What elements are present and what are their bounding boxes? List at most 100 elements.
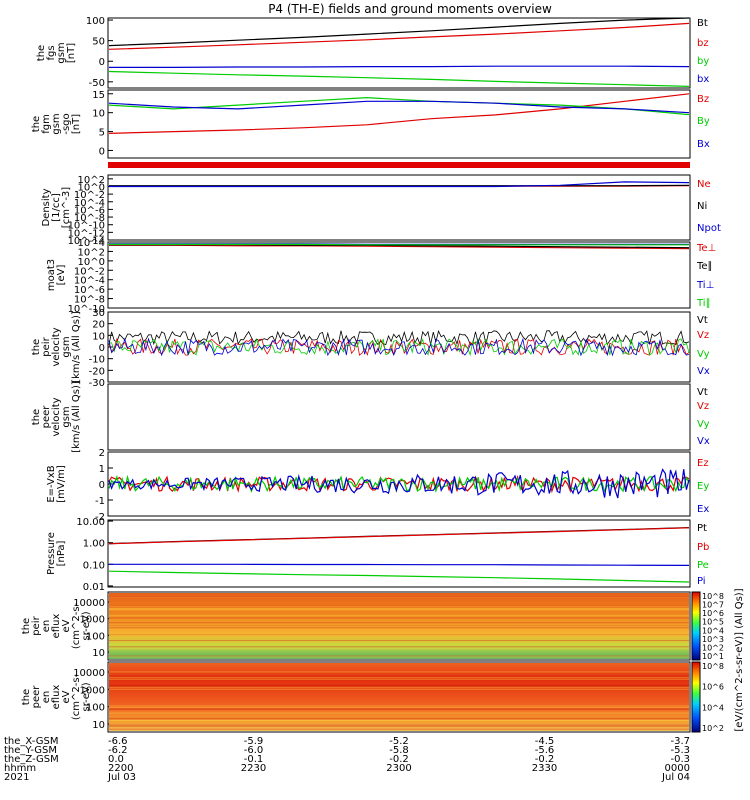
series-line-by xyxy=(108,70,690,87)
series-line-Pi xyxy=(109,563,690,566)
ylabel-line: [nPa] xyxy=(56,540,67,566)
ytick-label: 0 xyxy=(99,480,105,491)
ylabel-line: the xyxy=(31,116,42,132)
legend-Pb: Pb xyxy=(697,542,709,553)
series-line-Pe xyxy=(108,570,690,583)
colorbar-tick: 10^7 xyxy=(702,601,724,610)
ytick-label: 30 xyxy=(92,308,105,319)
panel-efield: E=-VxB[mV/m] 2 1 0 -1 -2 Ez Ey Ex xyxy=(46,448,709,523)
ylabel-line: [nT] xyxy=(71,114,82,134)
panel-frame xyxy=(107,519,691,588)
heatmap-band xyxy=(109,678,689,680)
ytick-label: 5 xyxy=(99,128,105,139)
ytick-label: 10 xyxy=(92,331,105,342)
series-line-Vt xyxy=(108,329,690,347)
series-line-By xyxy=(108,96,690,116)
panel-peer-eflux: thepeerenefluxeV(cm^2-s-sr-eV)1000010001… xyxy=(21,661,724,733)
ytick-label: -30 xyxy=(89,378,105,389)
ytick-label: 10^-6 xyxy=(74,285,105,296)
ytick-label: 0.01 xyxy=(83,582,105,593)
colorbar-tick: 10^6 xyxy=(702,683,724,692)
panel-frame xyxy=(107,661,691,733)
legend-bz: bz xyxy=(697,38,709,49)
ytick-label: -1 xyxy=(95,496,105,507)
heatmap-band xyxy=(109,648,689,650)
colorbar-tick: 10^3 xyxy=(702,635,724,644)
ytick-label: 100 xyxy=(86,16,105,27)
xaxis-row-label: the_Y-GSM xyxy=(4,745,57,756)
panel-ylabel: thepeerenefluxeV(cm^2-s-sr-eV) xyxy=(21,673,92,720)
heatmap-band xyxy=(109,639,689,642)
ytick-label: 0 xyxy=(99,146,105,157)
ytick-label: 10^-12 xyxy=(68,228,105,239)
ytick-label: 100 xyxy=(86,703,105,714)
ytick-label: 10^0 xyxy=(78,257,105,268)
xaxis-value: 2300 xyxy=(386,763,411,774)
xaxis-value: 0.0 xyxy=(108,754,124,765)
ylabel-line: (cm^2-s- xyxy=(71,602,82,649)
series-line-Npot xyxy=(109,181,690,188)
legend-Te∥: Te∥ xyxy=(696,261,713,272)
panel-frame xyxy=(107,591,691,661)
heatmap-band xyxy=(109,687,689,689)
panel-frame xyxy=(107,174,691,241)
ylabel-line: [mV/m] xyxy=(56,465,67,503)
ylabel-line: peer xyxy=(31,685,42,709)
xaxis-value: 2230 xyxy=(241,763,266,774)
colorbar-label: [eV/(cm^2-s-sr-eV)] (All Qs)] xyxy=(734,588,745,731)
xaxis-row-label: the_Z-GSM xyxy=(4,754,59,765)
ylabel-line: peir xyxy=(31,615,42,635)
heatmap-band xyxy=(109,655,689,657)
ylabel-line: the xyxy=(21,689,32,705)
heatmap-band xyxy=(109,617,689,619)
ytick-label: 20 xyxy=(92,320,105,331)
ylabel-line: sr-eV) xyxy=(81,611,92,640)
ylabel-line: gsm xyxy=(56,42,67,63)
ylabel-line: [eV] xyxy=(56,265,67,286)
colorbar-tick: 10^8 xyxy=(702,592,724,601)
ytick-label: 10 xyxy=(92,648,105,659)
panel-ylabel: Density[1/cc][cm^-3] xyxy=(41,187,72,228)
ylabel-line: fgm xyxy=(41,114,52,134)
ytick-label: 10^0 xyxy=(78,182,105,193)
ytick-label: 10^4 xyxy=(78,238,105,249)
series-line-Vy xyxy=(108,338,690,357)
ytick-label: 10^-6 xyxy=(74,205,105,216)
legend-Vt: Vt xyxy=(697,315,708,326)
heatmap-band xyxy=(109,596,689,598)
legend-Npot: Npot xyxy=(697,223,721,234)
heatmap-band xyxy=(109,716,689,718)
ylabel-line: [km/s (All Qs)] xyxy=(71,381,82,453)
heatmap-band xyxy=(109,718,689,720)
colorbar-tick: 10^4 xyxy=(702,626,724,635)
ytick-label: 10^-2 xyxy=(74,266,105,277)
xaxis-value: -6.2 xyxy=(108,745,128,756)
ylabel-line: -sgo xyxy=(61,113,72,134)
legend-Pi: Pi xyxy=(697,576,706,587)
heatmap-band xyxy=(109,655,689,657)
colorbar-tick: 10^5 xyxy=(702,618,724,627)
heatmap-band xyxy=(109,688,689,691)
xaxis-value: -6.6 xyxy=(108,736,128,747)
xaxis-value: -5.2 xyxy=(389,736,409,747)
xaxis-value: -0.3 xyxy=(670,754,690,765)
heatmap-band xyxy=(109,684,689,686)
panel-ylabel: thepeirvelocitygsm[km/s (All Qs)] xyxy=(31,311,82,383)
ylabel-line: velocity xyxy=(51,397,62,436)
ylabel-line: en xyxy=(41,620,52,633)
colorbar-tick: 10^6 xyxy=(702,609,724,618)
xaxis-value: -5.8 xyxy=(389,745,409,756)
panel-density: Density[1/cc][cm^-3]10^210^010^-210^-410… xyxy=(41,174,721,247)
panel-frame xyxy=(107,89,691,159)
heatmap-band xyxy=(109,646,689,649)
heatmap-band xyxy=(109,705,689,707)
heatmap-band xyxy=(109,609,689,611)
ytick-label: 10^2 xyxy=(78,175,105,186)
heatmap-band xyxy=(109,625,689,627)
xaxis-value: 2200 xyxy=(108,763,133,774)
xaxis-value: -3.7 xyxy=(670,736,690,747)
flag-bar xyxy=(108,162,690,168)
ytick-label: 1000 xyxy=(80,685,105,696)
panel-ylabel: thepeervelocitygsm[km/s (All Qs)] xyxy=(31,381,82,453)
